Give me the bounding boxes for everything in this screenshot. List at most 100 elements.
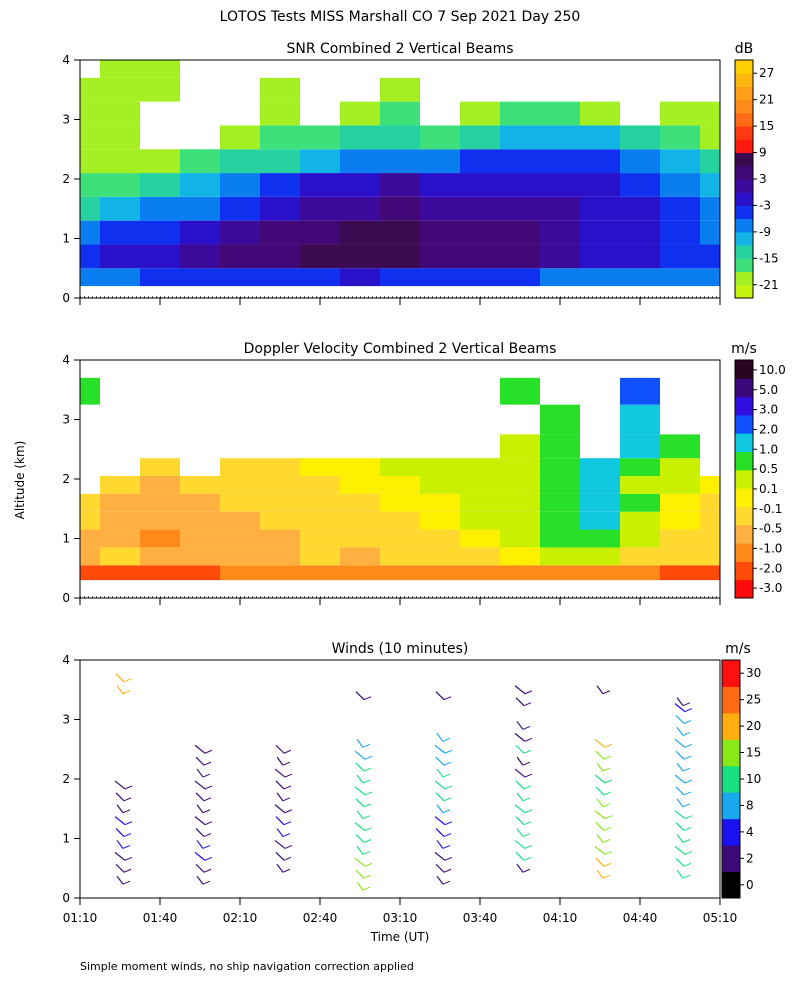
snr-cell [260, 101, 300, 126]
doppler-colorbar-label: 1.0 [759, 442, 778, 456]
wind-barb-flag [523, 702, 532, 707]
doppler-colorbar-swatch [735, 396, 753, 416]
doppler-cell [340, 511, 380, 530]
winds-colorbar-label: 20 [746, 719, 761, 733]
wind-barb [594, 810, 606, 820]
wind-barb-flag [682, 731, 691, 736]
wind-barb-flag [684, 708, 693, 713]
snr-cell [220, 244, 260, 269]
snr-cell [580, 125, 620, 150]
winds-xtick-label: 02:10 [223, 911, 258, 925]
snr-cell [700, 220, 720, 245]
snr-cell [420, 196, 460, 221]
snr-cell [140, 268, 180, 287]
wind-barb-flag [684, 815, 693, 820]
snr-colorbar-label: 9 [759, 146, 767, 160]
winds-colorbar-label: 15 [746, 746, 761, 760]
wind-barb-flag [204, 856, 213, 861]
wind-barb-flag [203, 833, 212, 838]
snr-cell [580, 173, 620, 197]
doppler-colorbar-swatch [735, 451, 753, 471]
snr-cell [140, 196, 180, 221]
doppler-cell [460, 458, 500, 477]
doppler-colorbar-swatch [735, 543, 753, 562]
wind-barb [196, 768, 204, 778]
wind-barb-flag [524, 690, 533, 695]
x-axis-label: Time (UT) [370, 930, 430, 944]
snr-cell [220, 196, 260, 221]
wind-barb [514, 804, 526, 814]
wind-barb [514, 685, 526, 695]
snr-cell [340, 173, 380, 197]
wind-barb-flag [363, 839, 372, 843]
doppler-ytick-label: 4 [62, 353, 70, 367]
doppler-cell [540, 458, 580, 477]
figure-title: LOTOS Tests MISS Marshall CO 7 Sep 2021 … [220, 9, 581, 25]
doppler-cell [580, 458, 620, 477]
doppler-cell [300, 511, 340, 530]
y-axis-label: Altitude (km) [13, 441, 27, 520]
doppler-cell [380, 565, 420, 581]
wind-barb [115, 792, 125, 802]
wind-barb-flag [442, 737, 451, 742]
wind-barb-flag [443, 761, 452, 766]
doppler-axes: 0 1 2 3 4 [62, 353, 721, 605]
snr-colorbar-label: 15 [759, 119, 774, 133]
doppler-cell [700, 511, 720, 530]
doppler-cell [140, 511, 180, 530]
doppler-cell [700, 547, 720, 566]
snr-cell [260, 220, 300, 245]
doppler-cell [540, 434, 580, 459]
doppler-cell [80, 377, 100, 405]
winds-frame [79, 659, 721, 899]
snr-cell [460, 220, 500, 245]
wind-barb [276, 792, 284, 802]
wind-barb-flag [363, 803, 372, 808]
doppler-cell [420, 458, 460, 477]
winds-colorbar-label: 8 [746, 798, 754, 812]
wind-barb-flag [683, 827, 692, 832]
wind-barb-flag [362, 886, 371, 891]
doppler-cell [100, 529, 140, 548]
snr-cell [540, 125, 580, 150]
snr-cell [500, 101, 540, 126]
winds-colorbar-label: 2 [746, 851, 754, 865]
wind-barb [114, 851, 126, 861]
wind-barb [195, 756, 205, 766]
doppler-cell [660, 476, 700, 494]
snr-cell [660, 196, 700, 221]
doppler-cell [80, 493, 100, 512]
doppler-colorbar-frame [734, 359, 754, 599]
snr-cell [420, 244, 460, 269]
doppler-cell [140, 458, 180, 477]
doppler-cell [80, 529, 100, 548]
doppler-cell [500, 529, 540, 548]
wind-barb-flag [124, 856, 133, 861]
wind-barb-flag [283, 785, 292, 790]
doppler-cell [260, 529, 300, 548]
wind-barb [436, 768, 444, 778]
doppler-cell [300, 547, 340, 566]
snr-cell [100, 125, 140, 150]
doppler-cell [620, 377, 660, 405]
wind-barb-flag [282, 833, 291, 838]
snr-cell [300, 244, 340, 269]
snr-cell [80, 77, 100, 102]
wind-barb-flag [522, 761, 531, 766]
snr-cell [100, 173, 140, 197]
wind-barb [195, 792, 205, 802]
wind-barb-flag [602, 767, 611, 772]
wind-barb [436, 732, 444, 742]
doppler-cell [220, 493, 260, 512]
doppler-colorbar-swatch [735, 433, 753, 453]
doppler-colorbar-label: 2.0 [759, 422, 778, 436]
wind-barb [356, 810, 364, 820]
wind-barb-flag [602, 839, 611, 843]
doppler-cell [180, 529, 220, 548]
wind-barb [514, 768, 526, 778]
snr-cell [540, 173, 580, 197]
winds-colorbar-label: 4 [746, 825, 754, 839]
doppler-ytick-label: 0 [62, 591, 70, 605]
doppler-colorbar-label: -2.0 [759, 561, 782, 575]
